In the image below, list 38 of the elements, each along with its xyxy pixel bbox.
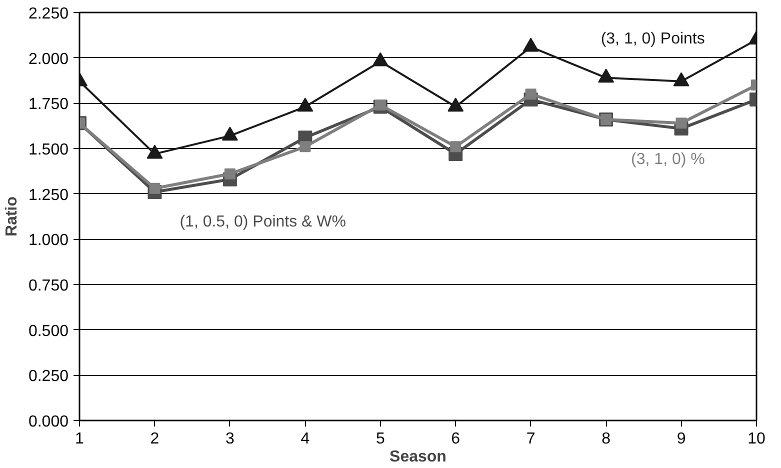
series-label: (1, 0.5, 0) Points & W% bbox=[180, 214, 346, 231]
x-tick-label: 6 bbox=[451, 430, 460, 448]
x-tick-label: 3 bbox=[225, 430, 234, 448]
point bbox=[374, 99, 386, 110]
y-tick-label: 0.250 bbox=[28, 368, 69, 386]
point bbox=[673, 72, 690, 86]
x-axis-title: Season bbox=[390, 448, 446, 466]
point bbox=[297, 98, 314, 112]
point bbox=[676, 118, 687, 129]
x-tick-label: 8 bbox=[602, 430, 611, 448]
point bbox=[224, 168, 236, 180]
point bbox=[525, 88, 536, 100]
y-tick-label: 2.250 bbox=[28, 6, 69, 22]
y-tick-label: 1.500 bbox=[28, 142, 69, 158]
point bbox=[372, 52, 388, 66]
x-tick-label: 7 bbox=[526, 430, 536, 448]
x-tick-label: 2 bbox=[150, 430, 160, 448]
point bbox=[522, 38, 539, 52]
y-tick-label: 1.250 bbox=[28, 186, 69, 204]
point bbox=[598, 68, 614, 83]
series-label: (3, 1, 0) % bbox=[631, 150, 705, 168]
x-tick-label: 9 bbox=[676, 430, 686, 448]
point bbox=[149, 182, 160, 194]
point bbox=[450, 141, 462, 152]
x-tick-label: 5 bbox=[376, 430, 385, 448]
y-tick-label: 1.750 bbox=[28, 96, 69, 114]
x-tick-label: 1 bbox=[75, 430, 84, 448]
point bbox=[448, 98, 464, 112]
y-tick-label: 0.750 bbox=[28, 278, 69, 294]
y-tick-label: 1.000 bbox=[28, 232, 69, 250]
y-tick-label: 2.000 bbox=[28, 50, 69, 68]
series-label: (3, 1, 0) Points bbox=[600, 30, 705, 48]
x-tick-label: 4 bbox=[300, 430, 310, 448]
y-tick-label: 0.000 bbox=[28, 414, 69, 430]
y-axis-title: Ratio bbox=[3, 196, 20, 236]
x-tick-label: 10 bbox=[748, 430, 766, 448]
point bbox=[300, 141, 311, 152]
y-tick-label: 0.500 bbox=[28, 322, 69, 340]
